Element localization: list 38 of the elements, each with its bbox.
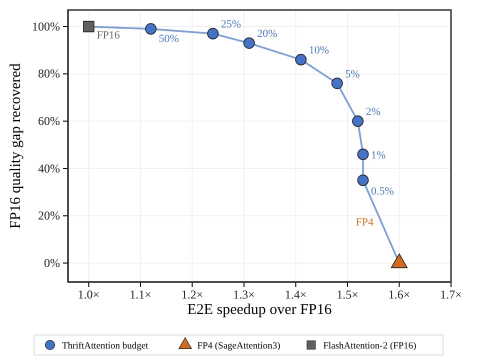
point [207, 28, 219, 40]
annotation: FP4 [356, 216, 374, 229]
y-tick-label: 60% [38, 114, 60, 128]
x-tick-label: 1.3× [233, 288, 255, 302]
legend-label: ThriftAttention budget [62, 342, 149, 352]
y-tick-label: 100% [32, 19, 60, 34]
point [331, 78, 343, 90]
point [352, 115, 364, 127]
x-tick-label: 1.4× [284, 288, 307, 302]
x-tick-label: 1.7× [440, 288, 462, 302]
point [145, 23, 157, 35]
annotation: 10% [308, 44, 330, 57]
point [243, 37, 255, 49]
annotation: 1% [371, 149, 386, 162]
annotation: 0.5% [371, 185, 394, 198]
y-tick-label: 0% [44, 256, 60, 270]
x-tick-label: 1.2× [181, 288, 204, 302]
x-tick-label: 1.1× [130, 288, 152, 302]
annotation: 20% [257, 28, 278, 40]
annotation: 25% [220, 18, 242, 31]
annotation: 2% [366, 106, 381, 118]
legend-label: FP4 (SageAttention3) [197, 342, 280, 352]
y-tick-label: 40% [38, 161, 60, 176]
y-tick-label: 20% [38, 208, 60, 223]
x-tick-label: 1.5× [336, 288, 358, 302]
point [83, 20, 94, 32]
point [357, 174, 369, 186]
y-axis-title: FP16 quality gap recovered [8, 62, 24, 229]
x-tick-label: 1.0× [78, 288, 100, 302]
x-tick-label: 1.6× [388, 288, 410, 302]
annotation: 5% [345, 68, 360, 80]
annotation: 50% [158, 32, 179, 45]
point [357, 148, 369, 160]
y-tick-label: 80% [38, 66, 60, 81]
x-axis-title: E2E speedup over FP16 [187, 302, 332, 318]
annotation: FP16 [96, 30, 120, 42]
legend-label: FlashAttention-2 (FP16) [323, 342, 416, 352]
point [295, 54, 307, 66]
